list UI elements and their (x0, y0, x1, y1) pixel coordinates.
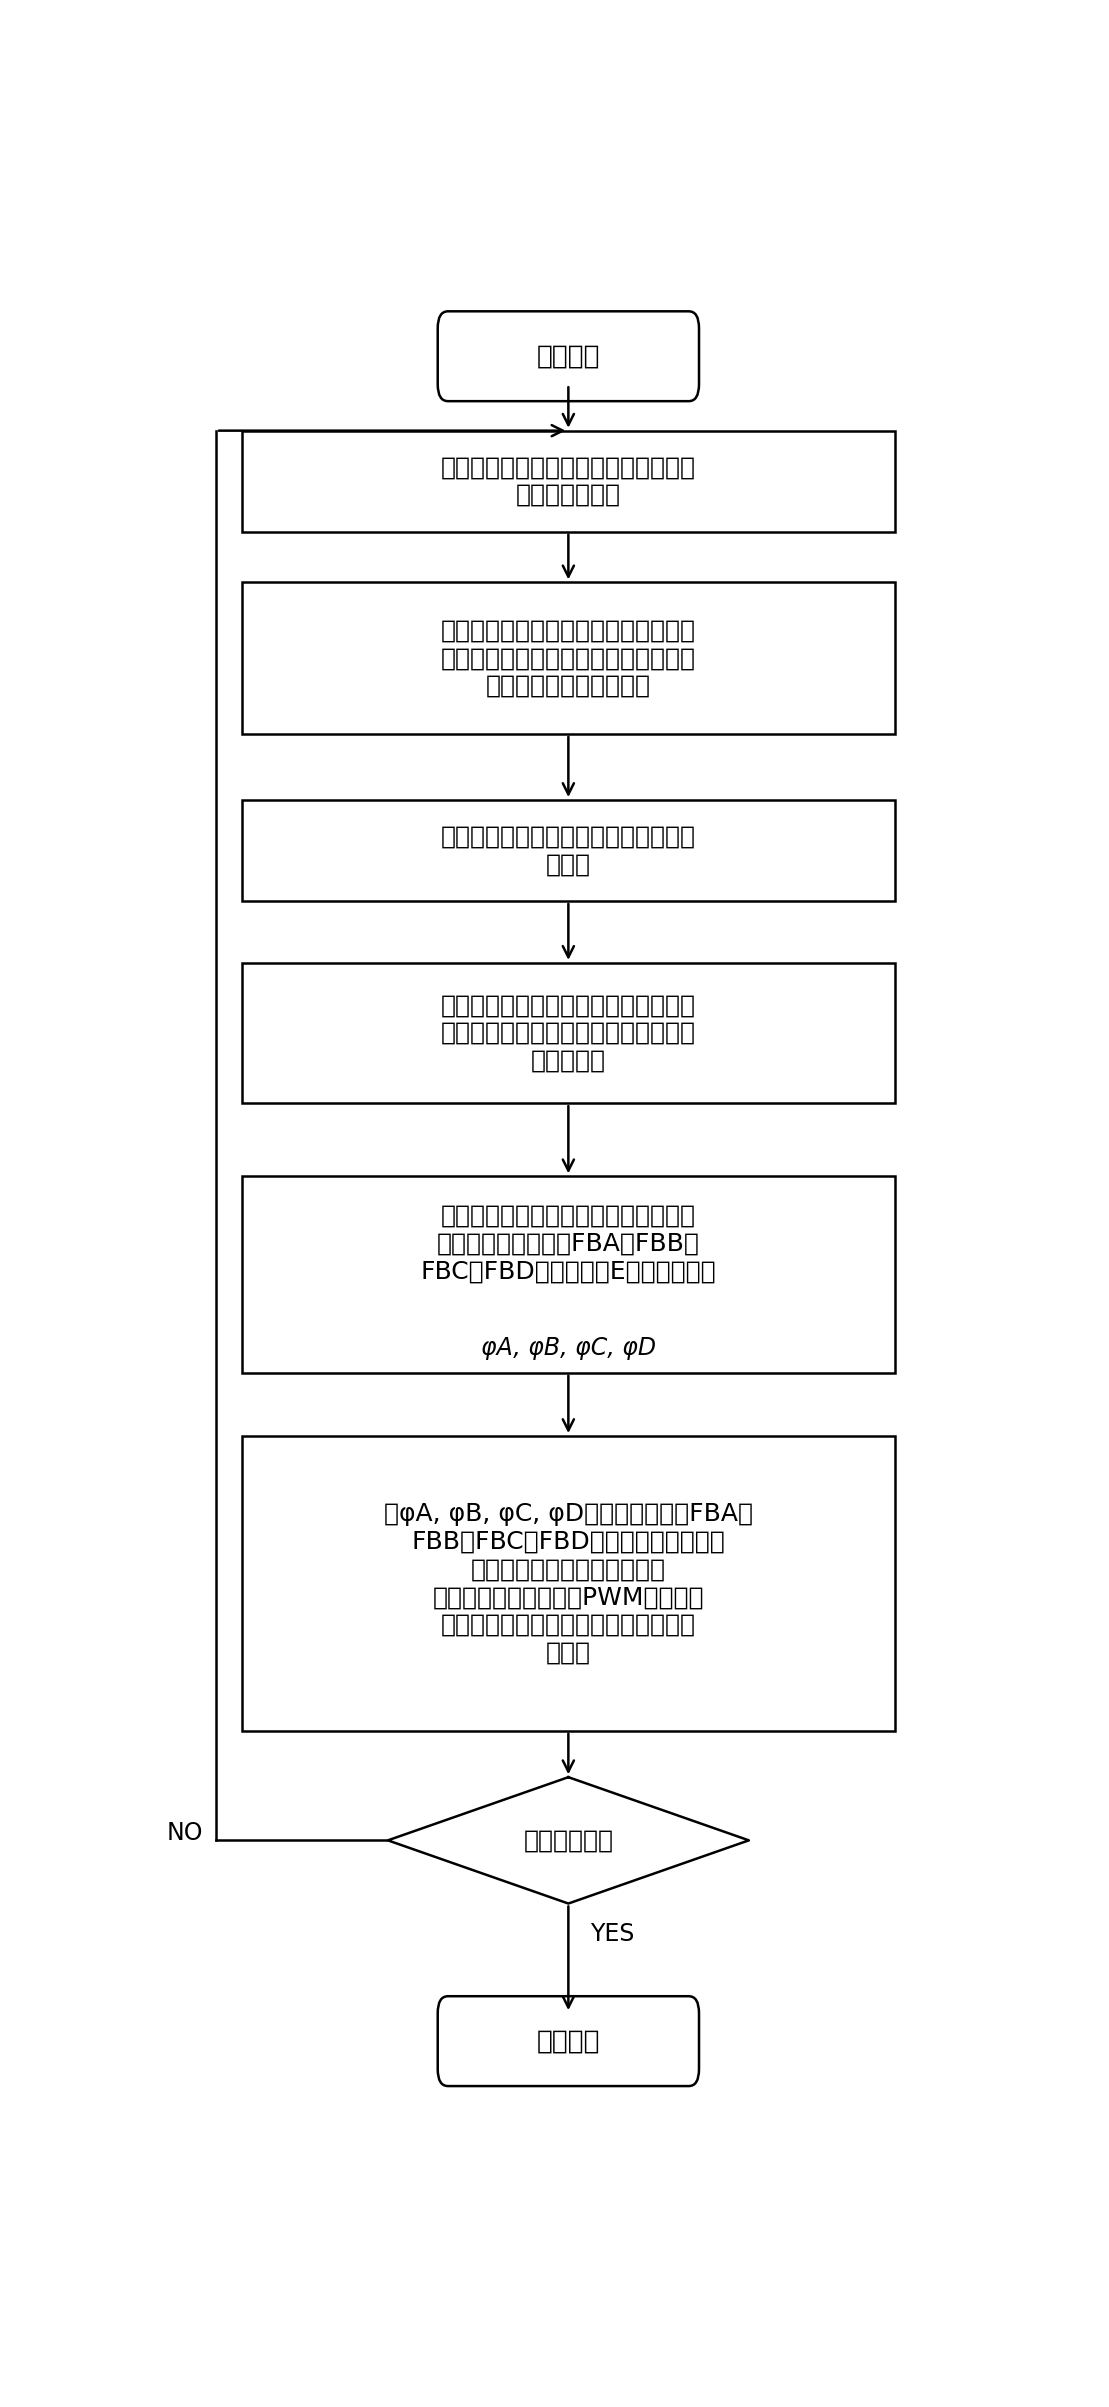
Text: 对系统进行初始化设置，设定配电分区
稳定运行直流母线电压值和公共端口直
流母线电压上、下限阈值: 对系统进行初始化设置，设定配电分区 稳定运行直流母线电压值和公共端口直 流母线电… (441, 619, 695, 698)
Text: 开始设计: 开始设计 (537, 344, 600, 368)
Text: 是否符合要求: 是否符合要求 (523, 1829, 613, 1853)
Text: YES: YES (590, 1923, 634, 1947)
Text: 设计完成: 设计完成 (537, 2029, 600, 2053)
Text: 根据电压指令和电压反馈信号运行电压
控制器: 根据电压指令和电压反馈信号运行电压 控制器 (441, 826, 695, 876)
Text: φA, φB, φC, φD: φA, φB, φC, φD (481, 1336, 655, 1360)
Text: NO: NO (166, 1822, 203, 1846)
Bar (242, 963, 895, 1102)
Bar (242, 431, 895, 532)
Polygon shape (388, 1776, 749, 1904)
Text: 根据系统具体性能要求，设计电压控制
器、电流控制器: 根据系统具体性能要求，设计电压控制 器、电流控制器 (441, 455, 695, 508)
Text: 将φA, φB, φC, φD作为全桥变换器FBA、
FBB、FBC、FBD的载波信号的相位，
以幅値为二分之一载波周期的
信号作为调制信号用于PWM调制，产
: 将φA, φB, φC, φD作为全桥变换器FBA、 FBB、FBC、FBD的载… (384, 1502, 753, 1666)
Bar (242, 1177, 895, 1372)
FancyBboxPatch shape (438, 311, 699, 402)
Text: 对电压控制器输出的信号进行限幅，再
进行取大或取小操作，得到电流控制器
的给定信号: 对电压控制器输出的信号进行限幅，再 进行取大或取小操作，得到电流控制器 的给定信… (441, 994, 695, 1074)
FancyBboxPatch shape (438, 1995, 699, 2087)
Bar (242, 1437, 895, 1731)
Bar (242, 582, 895, 734)
Text: 根据电流指令和反馈信号运行电流控制
器，得到全桥变换器FBA、FBB、
FBC、FBD与公共端口E之间的移相角: 根据电流指令和反馈信号运行电流控制 器，得到全桥变换器FBA、FBB、 FBC、… (420, 1204, 716, 1283)
Bar (242, 799, 895, 900)
